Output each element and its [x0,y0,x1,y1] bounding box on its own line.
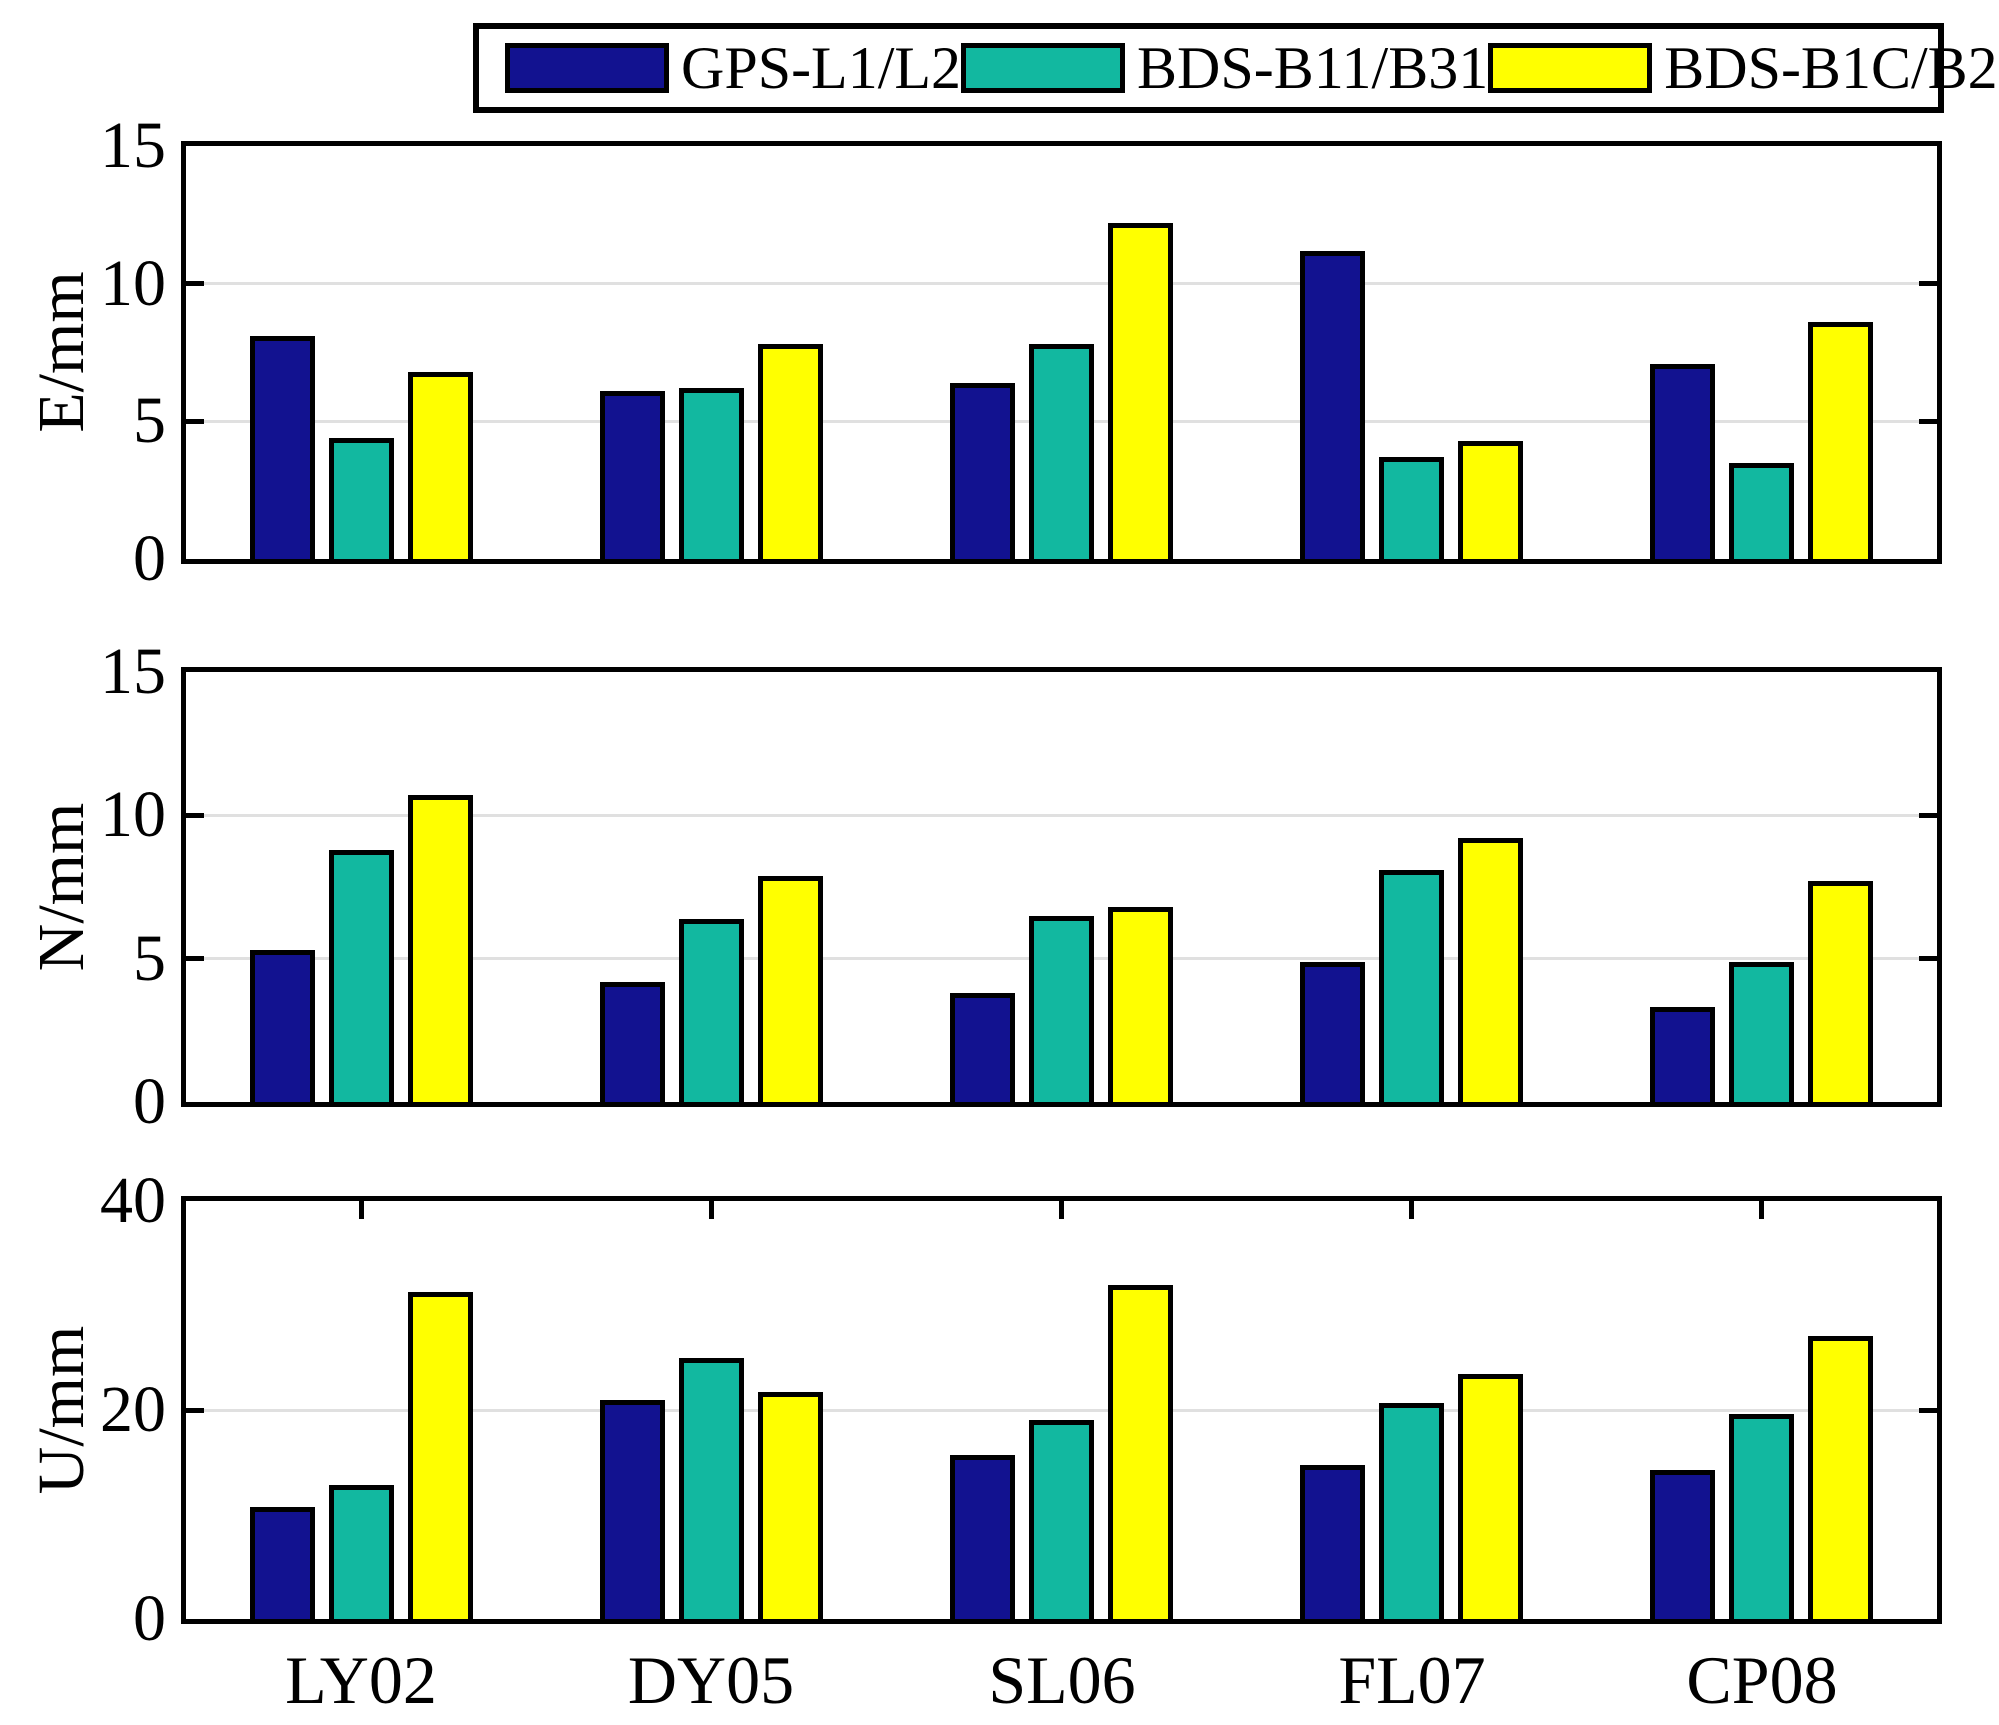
y-tick-mark [1919,1407,1937,1413]
y-tick-mark [186,1407,204,1413]
bar-n-dy05-bds-b11-b31 [678,919,744,1102]
subplot-e [181,141,1942,564]
bar-n-dy05-gps-l1-l2 [599,982,665,1102]
y-tick-label: 5 [133,922,166,995]
y-tick-label: 40 [100,1164,166,1237]
bar-u-sl06-gps-l1-l2 [950,1455,1015,1619]
bar-u-sl06-bds-b1c-b2a [1108,1285,1173,1619]
bar-u-dy05-bds-b11-b31 [678,1358,744,1619]
x-tick-mark [1409,1201,1415,1219]
bar-n-ly02-bds-b11-b31 [328,850,394,1102]
x-tick-label-cp08: CP08 [1686,1642,1838,1718]
bar-e-ly02-bds-b11-b31 [328,438,394,559]
bar-u-cp08-gps-l1-l2 [1650,1470,1716,1619]
bar-e-dy05-gps-l1-l2 [599,391,665,559]
y-tick-label: 15 [100,109,166,182]
legend-entry-label: GPS-L1/L2 [681,35,962,101]
y-tick-label: 10 [100,778,166,851]
bar-e-cp08-bds-b1c-b2a [1808,322,1874,559]
bar-u-cp08-bds-b11-b31 [1729,1414,1795,1619]
bar-e-sl06-bds-b1c-b2a [1108,223,1173,559]
legend-entry-label: BDS-B11/B31 [1137,35,1489,101]
y-tick-mark [186,418,204,424]
x-tick-mark [358,1201,364,1219]
bar-e-ly02-bds-b1c-b2a [407,372,473,559]
y-tick-label: 0 [133,1065,166,1138]
bar-e-sl06-gps-l1-l2 [950,383,1015,559]
bar-u-fl07-bds-b11-b31 [1379,1403,1445,1619]
y-tick-label: 20 [100,1373,166,1446]
legend-entry-bds-b11-b31: BDS-B11/B31 [961,38,1488,98]
x-tick-mark [708,1201,714,1219]
bar-u-dy05-bds-b1c-b2a [757,1392,823,1619]
bar-n-sl06-bds-b1c-b2a [1108,907,1173,1102]
y-tick-mark [186,956,204,962]
bar-e-fl07-bds-b11-b31 [1379,457,1445,559]
legend-swatch-icon [505,43,669,93]
y-tick-label: 0 [133,522,166,595]
bar-n-cp08-bds-b1c-b2a [1808,881,1874,1102]
y-tick-label: 15 [100,635,166,708]
y-tick-label: 10 [100,247,166,320]
gridline-y-10 [186,282,1937,286]
bar-e-cp08-gps-l1-l2 [1650,364,1716,559]
bar-u-ly02-gps-l1-l2 [249,1507,315,1619]
y-tick-mark [1919,281,1937,287]
bar-e-ly02-gps-l1-l2 [249,336,315,559]
x-tick-mark [1059,1201,1064,1219]
bar-u-fl07-gps-l1-l2 [1300,1465,1366,1619]
y-tick-label: 5 [133,384,166,457]
x-tick-mark [1759,1201,1765,1219]
bar-e-dy05-bds-b11-b31 [678,388,744,559]
bar-e-dy05-bds-b1c-b2a [757,344,823,559]
bar-n-fl07-bds-b1c-b2a [1458,838,1524,1102]
bar-n-ly02-bds-b1c-b2a [407,795,473,1102]
bar-n-sl06-bds-b11-b31 [1029,916,1094,1102]
bar-e-fl07-bds-b1c-b2a [1458,441,1524,559]
y-tick-mark [186,812,204,818]
bar-n-ly02-gps-l1-l2 [249,950,315,1102]
y-tick-mark [1919,956,1937,962]
y-tick-mark [186,281,204,287]
y-tick-mark [1919,418,1937,424]
x-tick-label-sl06: SL06 [988,1642,1136,1718]
bar-e-cp08-bds-b11-b31 [1729,463,1795,559]
bar-n-sl06-gps-l1-l2 [950,993,1015,1102]
bar-u-sl06-bds-b11-b31 [1029,1420,1094,1619]
bar-n-cp08-gps-l1-l2 [1650,1007,1716,1102]
legend: GPS-L1/L2 BDS-B11/B31 BDS-B1C/B2a [473,23,1999,113]
bar-n-cp08-bds-b11-b31 [1729,962,1795,1102]
y-tick-label: 0 [133,1582,166,1655]
x-tick-label-fl07: FL07 [1338,1642,1486,1718]
bar-e-fl07-gps-l1-l2 [1300,251,1366,559]
x-tick-label-dy05: DY05 [627,1642,795,1718]
bar-u-cp08-bds-b1c-b2a [1808,1336,1874,1619]
subplot-n [181,667,1942,1107]
bar-u-ly02-bds-b1c-b2a [407,1292,473,1619]
legend-entry-gps-l1-l2: GPS-L1/L2 [505,38,961,98]
bar-n-fl07-gps-l1-l2 [1300,962,1366,1102]
y-tick-mark [1919,812,1937,818]
bar-n-fl07-bds-b11-b31 [1379,870,1445,1102]
subplot-u [181,1196,1942,1624]
bar-u-fl07-bds-b1c-b2a [1458,1374,1524,1619]
gridline-y-10 [186,813,1937,817]
bar-u-dy05-gps-l1-l2 [599,1400,665,1619]
legend-entry-bds-b1c-b2a: BDS-B1C/B2a [1488,38,1999,98]
bar-e-sl06-bds-b11-b31 [1029,344,1094,559]
gridline-y-20 [186,1408,1937,1412]
legend-swatch-icon [1488,43,1653,93]
legend-entry-label: BDS-B1C/B2a [1664,35,1999,101]
bar-u-ly02-bds-b11-b31 [328,1485,394,1619]
x-tick-label-ly02: LY02 [285,1642,437,1718]
bar-n-dy05-bds-b1c-b2a [757,876,823,1102]
legend-swatch-icon [961,43,1126,93]
